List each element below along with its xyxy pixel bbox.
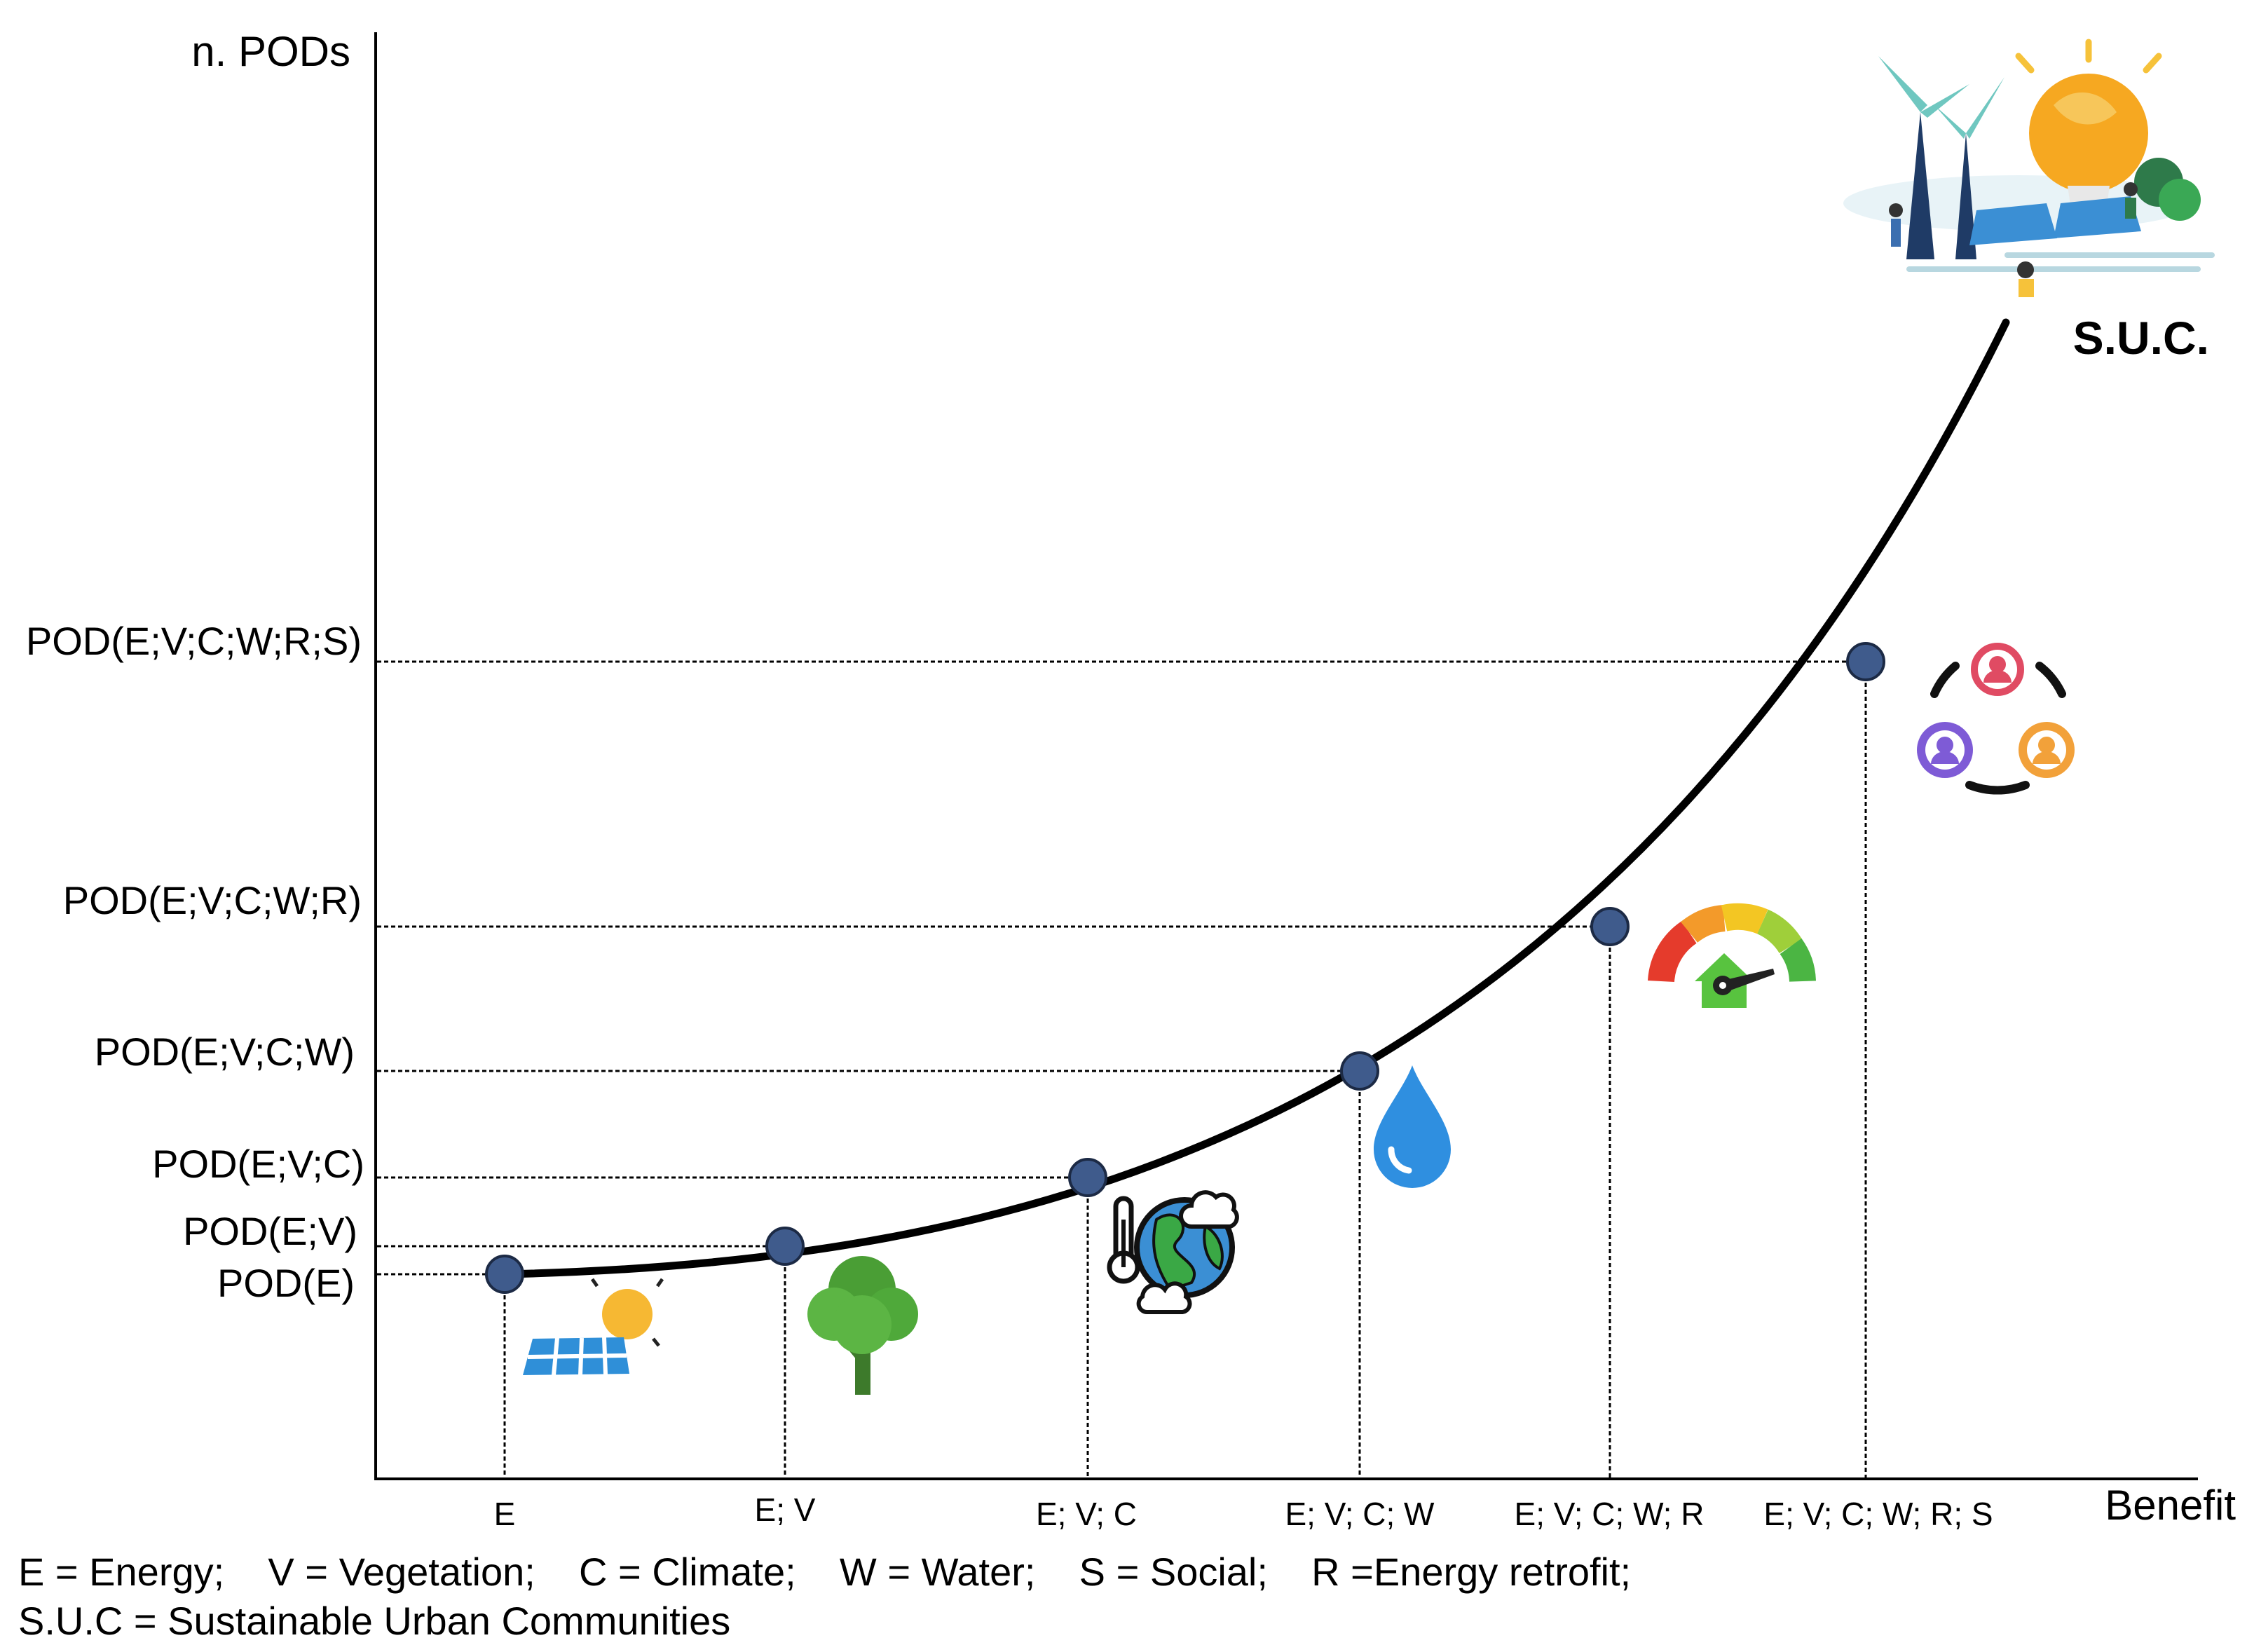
community-people-icon xyxy=(1917,640,2075,795)
x-label-ev: E; V xyxy=(755,1491,816,1528)
stage-point-1 xyxy=(765,1227,805,1266)
stage-point-4 xyxy=(1590,907,1630,946)
stage-point-5 xyxy=(1846,642,1885,681)
stage-point-2 xyxy=(1068,1158,1107,1197)
x-label-evcwrs: E; V; C; W; R; S xyxy=(1763,1496,1993,1532)
climate-earth-icon xyxy=(1107,1190,1239,1314)
y-label-pod-evcwr: POD(E;V;C;W;R) xyxy=(63,878,362,922)
tree-icon xyxy=(807,1256,918,1395)
x-label-evc: E; V; C xyxy=(1036,1496,1137,1532)
energy-gauge-house-icon xyxy=(1648,903,1816,1008)
water-drop-icon xyxy=(1374,1065,1451,1188)
suc-label: S.U.C. xyxy=(2073,312,2209,364)
x-label-e: E xyxy=(494,1496,516,1532)
y-label-pod-evcwrs: POD(E;V;C;W;R;S) xyxy=(26,619,362,663)
stage-point-0 xyxy=(485,1255,524,1294)
legend-line-1: E = Energy; V = Vegetation; C = Climate;… xyxy=(18,1550,1632,1594)
stage-point-3 xyxy=(1340,1051,1379,1091)
y-label-pod-evc: POD(E;V;C) xyxy=(152,1142,364,1186)
solar-panel-icon xyxy=(523,1278,664,1376)
benefit-curve xyxy=(500,318,2010,1278)
y-axis-title: n. PODs xyxy=(191,28,350,75)
stage-points xyxy=(485,642,1885,1294)
x-label-evcwr: E; V; C; W; R xyxy=(1515,1496,1705,1532)
y-label-pod-e: POD(E) xyxy=(217,1261,355,1305)
legend-line-2: S.U.C = Sustainable Urban Communities xyxy=(18,1599,731,1643)
x-label-evcw: E; V; C; W xyxy=(1285,1496,1435,1532)
sustainable-city-illustration-icon xyxy=(1843,39,2215,297)
y-label-pod-ev: POD(E;V) xyxy=(183,1209,357,1253)
guide-lines xyxy=(377,660,1867,1477)
y-label-pod-evcw: POD(E;V;C;W) xyxy=(95,1030,355,1074)
x-axis-title: Benefit xyxy=(2105,1482,2236,1529)
